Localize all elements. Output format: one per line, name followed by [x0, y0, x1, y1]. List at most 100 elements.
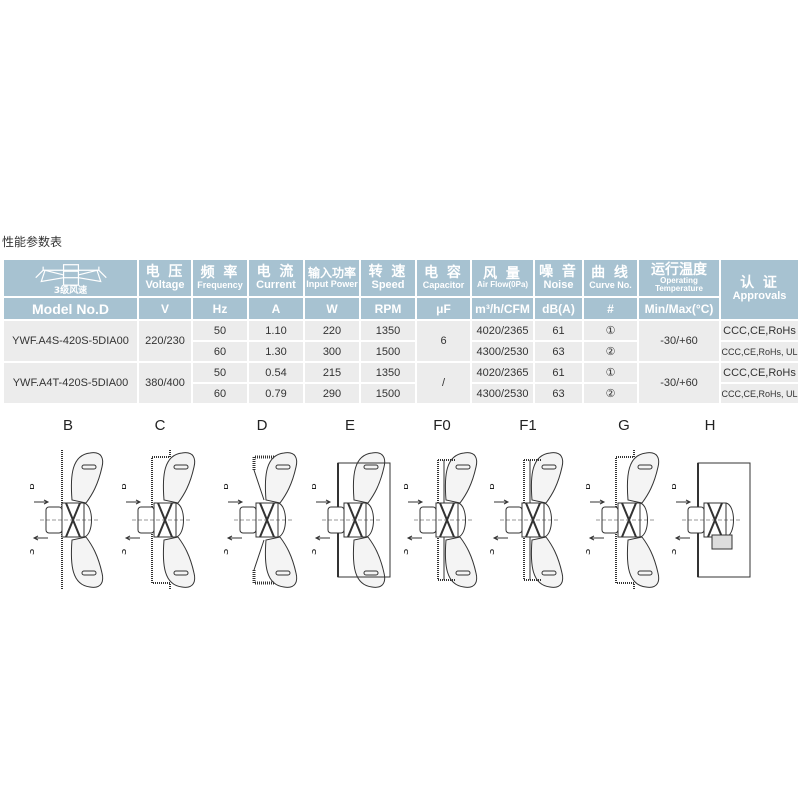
column-title-en: Voltage	[145, 278, 185, 291]
mounting-type-label: B	[62, 417, 74, 434]
table-cell: 50	[191, 319, 249, 342]
mounting-type-label: D	[256, 417, 268, 434]
column-title-cn: 认 证	[740, 275, 779, 292]
column-title-cn: 电 容	[424, 264, 463, 281]
blow-label: B	[122, 483, 129, 490]
temperature-cell: -30/+60	[637, 361, 721, 405]
table-cell: 1350	[359, 361, 417, 384]
mounting-type-label: E	[344, 417, 356, 434]
table-cell: 4300/2530	[470, 382, 535, 405]
capacitor-cell: 6	[415, 319, 472, 363]
suck-label: S	[672, 549, 679, 555]
fan-drawing-g: BS	[586, 450, 660, 590]
table-cell: 63	[533, 382, 584, 405]
column-title-en: Capacitor	[422, 279, 465, 290]
suck-label: S	[30, 549, 37, 555]
table-cell: 1350	[359, 319, 417, 342]
suck-label: S	[490, 549, 497, 555]
voltage-cell: 380/400	[137, 361, 193, 405]
col-frequency: 频 率 Frequency	[191, 258, 249, 298]
col-voltage: 电 压 Voltage	[137, 258, 193, 298]
fan-drawing-d: BS	[224, 452, 298, 588]
table-cell: 1.30	[247, 340, 305, 363]
logo-label: 3级风速	[53, 285, 88, 296]
table-row: 60 1.30 300 1500 4300/2530 63 ② CCC,CE,RoHs, …	[3, 340, 800, 363]
mounting-type-label: C	[154, 417, 166, 434]
unit-airflow: m³/h/CFM	[470, 296, 535, 321]
column-title-en: Frequency	[197, 279, 243, 290]
unit-current: A	[247, 296, 305, 321]
table-cell: CCC,CE,RoHs, UL	[719, 340, 800, 363]
table-row: YWF.A4T-420S-5DIA00 380/400 50 0.54 215 135…	[2, 361, 800, 405]
column-title-cn: 输入功率	[307, 265, 356, 280]
table-cell: ②	[582, 340, 639, 363]
col-airflow: 风 量 Air Flow(0Pa)	[470, 258, 535, 298]
section-title: 性能参数表	[2, 235, 63, 249]
mounting-type-label: F0	[433, 417, 451, 434]
table-cell: ②	[582, 382, 639, 405]
unit-power: W	[303, 296, 361, 321]
col-speed: 转 速 Speed	[359, 258, 417, 298]
blow-label: B	[490, 483, 497, 490]
unit-speed: RPM	[359, 296, 417, 321]
fan-drawing-f1: BS	[490, 452, 564, 588]
table-cell: 1500	[359, 340, 417, 363]
mounting-type-label: F1	[519, 417, 537, 434]
mounting-drawings: BBSCBSDBSEBSF0BSF1BSGBSHBS	[0, 415, 800, 595]
column-title-cn: 转 速	[368, 263, 408, 280]
column-title-cn: 运行温度	[651, 261, 707, 278]
table-row: YWF.A4S-420S-5DIA00 220/230 50 1.10 220 135…	[2, 319, 800, 363]
blow-label: B	[586, 483, 593, 490]
column-title-en: Operating Temperature	[655, 276, 703, 294]
fan-drawing-h: BS	[672, 462, 751, 578]
col-model: Model No.D	[2, 296, 139, 321]
col-capacitor: 电 容 Capacitor	[415, 258, 472, 298]
voltage-cell: 220/230	[137, 319, 193, 363]
table-cell: CCC,CE,RoHs	[719, 319, 800, 342]
table-cell: 0.79	[247, 382, 305, 405]
col-approvals: 认 证 Approvals	[719, 258, 800, 321]
unit-capacitor: μF	[415, 296, 472, 321]
unit-frequency: Hz	[191, 296, 249, 321]
table-cell: ①	[582, 361, 639, 384]
table-cell: CCC,CE,RoHs, UL	[719, 382, 800, 405]
table-cell: ①	[582, 319, 639, 342]
temperature-cell: -30/+60	[637, 319, 721, 363]
col-current: 电 流 Current	[247, 258, 305, 298]
blow-label: B	[224, 483, 231, 490]
model-cell: YWF.A4S-420S-5DIA00	[2, 319, 139, 363]
blow-label: B	[30, 483, 37, 490]
blow-label: B	[312, 483, 319, 490]
table-cell: 61	[533, 361, 584, 384]
table-cell: 215	[303, 361, 361, 384]
suck-label: S	[122, 549, 129, 555]
suck-label: S	[312, 549, 319, 555]
column-title-en: Air Flow(0Pa)	[476, 280, 529, 290]
column-title-en: Approvals	[732, 290, 787, 303]
table-cell: CCC,CE,RoHs	[719, 361, 800, 384]
blow-label: B	[672, 483, 679, 490]
column-title-cn: 电 压	[145, 263, 185, 280]
col-input-power: 输入功率 Input Power	[303, 258, 361, 298]
table-cell: 1.10	[247, 319, 305, 342]
suck-label: S	[404, 549, 411, 555]
table-cell: 4020/2365	[470, 361, 535, 384]
unit-temperature: Min/Max(°C)	[637, 296, 721, 321]
performance-table: 3级风速 电 压 Voltage 频 率 Frequency 电 流 Current …	[2, 258, 800, 405]
fan-drawing-c: BS	[122, 450, 196, 590]
model-cell: YWF.A4T-420S-5DIA00	[2, 361, 139, 405]
table-cell: 4020/2365	[470, 319, 535, 342]
header-row-names: 3级风速 电 压 Voltage 频 率 Frequency 电 流 Current …	[2, 258, 800, 321]
suck-label: S	[586, 549, 593, 555]
col-curve: 曲 线 Curve No.	[582, 258, 639, 298]
table-cell: 290	[303, 382, 361, 405]
column-title-cn: 曲 线	[591, 264, 630, 281]
capacitor-cell: /	[415, 361, 472, 405]
column-title-cn: 噪 音	[539, 263, 578, 280]
col-noise: 噪 音 Noise	[533, 258, 584, 298]
suck-label: S	[224, 549, 231, 555]
column-title-en: Current	[256, 278, 296, 291]
column-title-en: Curve No.	[589, 279, 632, 290]
header-row-units: Model No.D V Hz A W RPM μF m³/h/CFM dB(A…	[2, 296, 799, 321]
table-cell: 50	[191, 361, 249, 384]
